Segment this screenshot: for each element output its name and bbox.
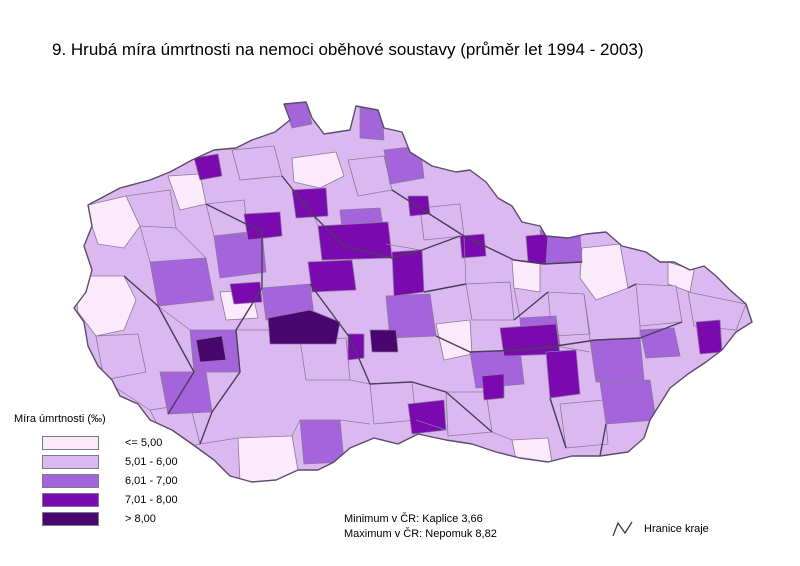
legend-swatch — [42, 492, 99, 507]
region-boundary — [391, 189, 583, 265]
legend: Míra úmrtnosti (‰) <= 5,00 5,01 - 6,00 6… — [14, 413, 178, 528]
district-region — [635, 283, 683, 327]
region-boundary — [435, 321, 683, 353]
district-region — [205, 199, 249, 237]
district-region — [687, 291, 747, 331]
district-region — [243, 211, 283, 241]
minimum-note: Minimum v ČR: Kaplice 3,66 — [344, 513, 483, 525]
district-region — [499, 323, 561, 357]
maximum-note: Maximum v ČR: Nepomuk 8,82 — [344, 528, 497, 540]
legend-item: 5,01 - 6,00 — [14, 452, 178, 471]
border-line-icon — [612, 521, 633, 537]
region-boundaries — [123, 175, 683, 457]
legend-swatch — [42, 454, 99, 469]
region-boundary — [199, 203, 263, 445]
district-region — [359, 105, 385, 141]
stats-note: Minimum v ČR: Kaplice 3,66 Maximum v ČR:… — [344, 512, 497, 542]
district-region — [299, 419, 345, 465]
legend-label: > 8,00 — [125, 512, 156, 525]
district-region — [599, 379, 657, 425]
region-border-label: Hranice kraje — [644, 523, 709, 535]
district-region — [193, 153, 223, 181]
legend-label: 5,01 - 6,00 — [125, 455, 178, 468]
district-region — [317, 221, 393, 261]
district-region — [229, 281, 263, 305]
district-region — [579, 243, 629, 301]
region-boundary — [423, 283, 637, 321]
district-region — [369, 381, 417, 425]
legend-swatch — [42, 473, 99, 488]
district-boundary — [463, 235, 641, 341]
district-region — [589, 337, 645, 383]
district-boundary — [415, 345, 657, 441]
district-region — [525, 233, 549, 265]
district-region — [369, 329, 399, 353]
district-region — [231, 145, 283, 181]
legend-item: 6,01 - 7,00 — [14, 471, 178, 490]
legend-swatch — [42, 511, 99, 526]
legend-item: <= 5,00 — [14, 433, 178, 452]
legend-label: <= 5,00 — [125, 436, 163, 449]
district-region — [149, 257, 215, 307]
legend-swatch — [42, 435, 99, 450]
district-region — [347, 333, 365, 361]
district-region — [407, 399, 447, 435]
district-boundary — [157, 305, 471, 385]
district-region — [159, 371, 213, 415]
region-boundary — [549, 397, 607, 457]
district-region — [267, 309, 341, 345]
district-region — [481, 373, 505, 401]
district-region — [639, 327, 681, 359]
district-region — [291, 187, 329, 219]
district-region — [383, 145, 425, 185]
districts-class-1 — [74, 151, 695, 482]
legend-item: > 8,00 — [14, 509, 178, 528]
district-region — [195, 335, 227, 363]
district-region — [291, 151, 345, 189]
district-region — [695, 319, 723, 355]
district-region — [95, 333, 147, 381]
legend-label: 7,01 - 8,00 — [125, 493, 178, 506]
district-region — [511, 259, 541, 293]
district-region — [559, 399, 609, 449]
country-outline — [73, 101, 753, 483]
district-region — [545, 349, 581, 399]
district-region — [511, 437, 553, 463]
region-border-legend: Hranice kraje — [612, 520, 709, 538]
map-title: 9. Hrubá míra úmrtnosti na nemoci oběhov… — [52, 40, 644, 59]
district-region — [237, 435, 301, 482]
district-region — [465, 281, 515, 321]
region-boundary — [281, 175, 461, 259]
district-region — [459, 233, 487, 259]
legend-title: Míra úmrtnosti (‰) — [14, 413, 106, 425]
district-region — [213, 231, 267, 279]
districts-class-5 — [195, 309, 399, 363]
district-boundary — [103, 379, 371, 445]
district-region — [307, 259, 357, 293]
region-boundary — [309, 283, 493, 433]
legend-label: 6,01 - 7,00 — [125, 474, 178, 487]
region-boundary — [123, 275, 195, 415]
districts-class-2 — [95, 145, 747, 451]
districts-class-3 — [149, 102, 681, 465]
legend-item: 7,01 - 8,00 — [14, 490, 178, 509]
